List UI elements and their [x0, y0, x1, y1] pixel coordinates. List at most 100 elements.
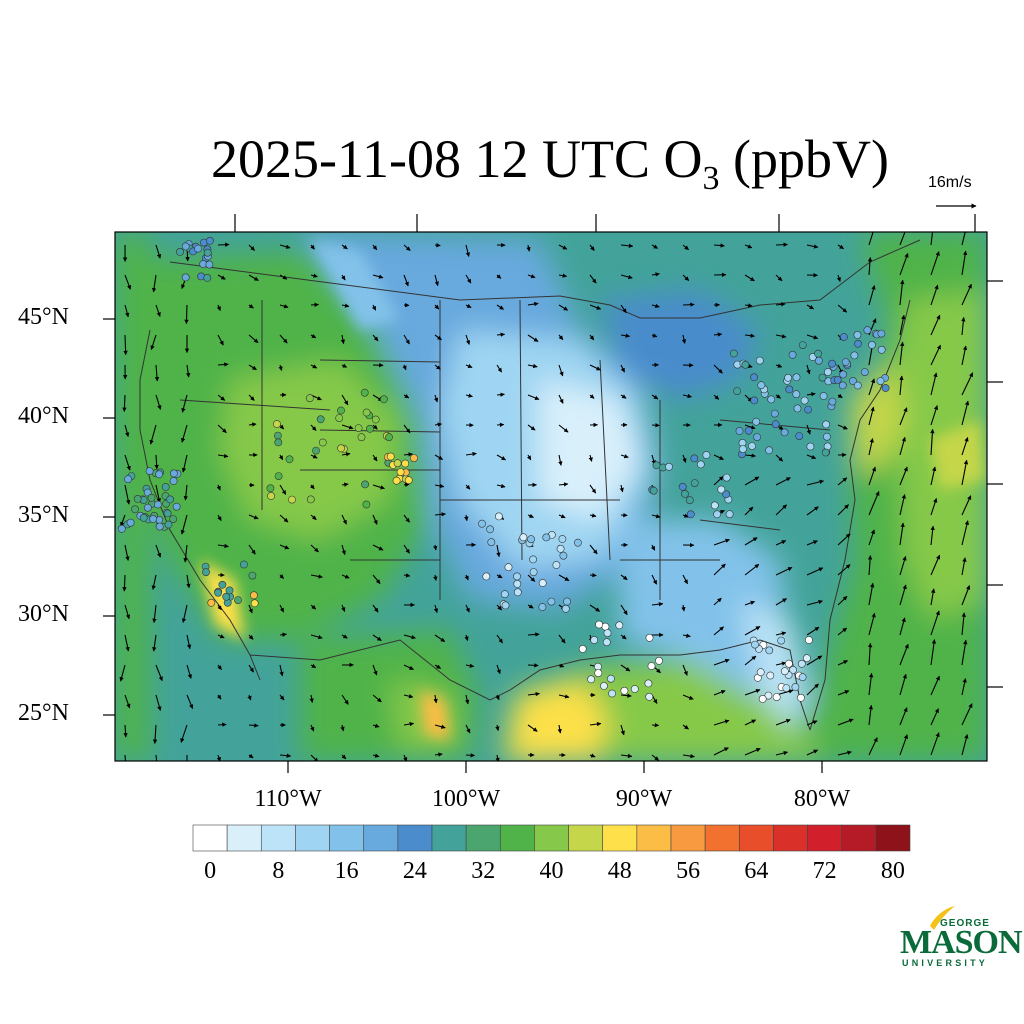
wind-vector	[465, 393, 473, 398]
colorbar-label: 56	[676, 858, 701, 884]
wind-vector	[434, 664, 441, 669]
wind-vector	[124, 454, 131, 471]
wind-vector	[868, 232, 874, 246]
wind-vector	[310, 604, 317, 610]
station-marker	[561, 604, 570, 613]
station-marker	[149, 515, 157, 523]
wind-vector	[310, 424, 317, 431]
wind-vector	[434, 752, 443, 757]
wind-vector	[434, 634, 446, 643]
wind-vector	[744, 506, 754, 516]
wind-vector	[465, 484, 471, 490]
station-marker	[805, 636, 813, 644]
station-marker	[519, 533, 528, 542]
wind-vector	[372, 424, 378, 430]
station-marker	[393, 459, 402, 468]
colorbar-swatch	[704, 824, 740, 852]
wind-vector	[899, 341, 905, 366]
station-marker	[877, 345, 886, 354]
station-marker	[824, 368, 832, 376]
station-marker	[404, 476, 413, 485]
wind-vector	[527, 363, 538, 369]
wind-vector	[183, 544, 188, 563]
wind-vector	[495, 724, 500, 732]
station-marker	[153, 500, 162, 509]
station-marker	[501, 601, 510, 610]
station-marker	[143, 488, 152, 497]
wind-vector	[651, 333, 658, 338]
station-marker	[765, 646, 774, 655]
wind-vector	[341, 363, 348, 368]
wind-vector	[496, 573, 503, 579]
wind-vector	[124, 274, 132, 290]
wind-vector	[806, 364, 811, 375]
wind-vector	[868, 466, 876, 486]
station-marker	[757, 381, 766, 390]
wind-vector	[713, 563, 726, 576]
station-marker	[145, 467, 154, 475]
wind-vector	[403, 244, 411, 252]
wind-vector	[589, 394, 595, 399]
wind-vector	[930, 314, 941, 336]
wind-vector	[124, 634, 130, 652]
wind-vector	[961, 316, 966, 336]
station-marker	[798, 673, 807, 682]
wind-vector	[961, 703, 973, 726]
station-marker	[756, 668, 765, 677]
wind-vector	[372, 723, 380, 728]
wind-vector	[372, 484, 385, 490]
station-marker	[133, 494, 142, 503]
wind-vector	[340, 724, 345, 732]
station-marker	[360, 388, 369, 397]
station-marker	[578, 645, 587, 653]
station-marker	[814, 349, 822, 358]
station-marker	[780, 428, 789, 437]
station-marker	[318, 438, 327, 447]
wind-vector	[341, 694, 349, 705]
station-marker	[172, 502, 181, 511]
wind-vector	[340, 334, 346, 345]
station-marker	[513, 588, 522, 597]
wind-vector	[930, 466, 937, 486]
wind-vector	[899, 375, 904, 396]
wind-vector	[806, 540, 818, 546]
lat-label: 30°N	[18, 601, 69, 627]
station-marker	[538, 579, 547, 587]
station-marker	[735, 427, 744, 435]
colorbar-swatch	[807, 824, 843, 852]
station-marker	[828, 359, 836, 368]
wind-vector	[558, 334, 564, 341]
wind-vector	[868, 529, 875, 546]
wind-vector	[496, 274, 502, 279]
wind-vector	[434, 242, 441, 248]
wind-vector	[123, 724, 128, 738]
wind-vector	[155, 304, 161, 317]
wind-vector	[279, 574, 284, 579]
wind-vector	[465, 274, 472, 284]
wind-vector	[775, 631, 787, 636]
station-marker	[772, 693, 781, 701]
wind-vector	[868, 672, 874, 696]
colorbar-label: 48	[607, 858, 632, 884]
wind-vector	[464, 514, 469, 522]
wind-vector	[558, 454, 563, 466]
wind-vector	[899, 466, 908, 486]
wind-vector	[806, 655, 823, 666]
station-marker	[595, 620, 603, 629]
station-marker	[288, 495, 296, 504]
station-marker	[117, 524, 126, 533]
wind-vector	[806, 567, 824, 576]
wind-vector	[180, 424, 188, 443]
wind-vector	[806, 392, 816, 397]
lon-label: 90°W	[615, 786, 673, 812]
wind-vector	[620, 304, 627, 314]
wind-vector	[279, 694, 285, 701]
station-marker	[795, 432, 804, 440]
station-marker	[248, 571, 257, 580]
wind-vector	[372, 244, 378, 251]
wind-vector	[183, 484, 189, 501]
wind-vector	[403, 754, 408, 761]
wind-vector	[217, 543, 229, 549]
wind-vector	[155, 754, 158, 761]
